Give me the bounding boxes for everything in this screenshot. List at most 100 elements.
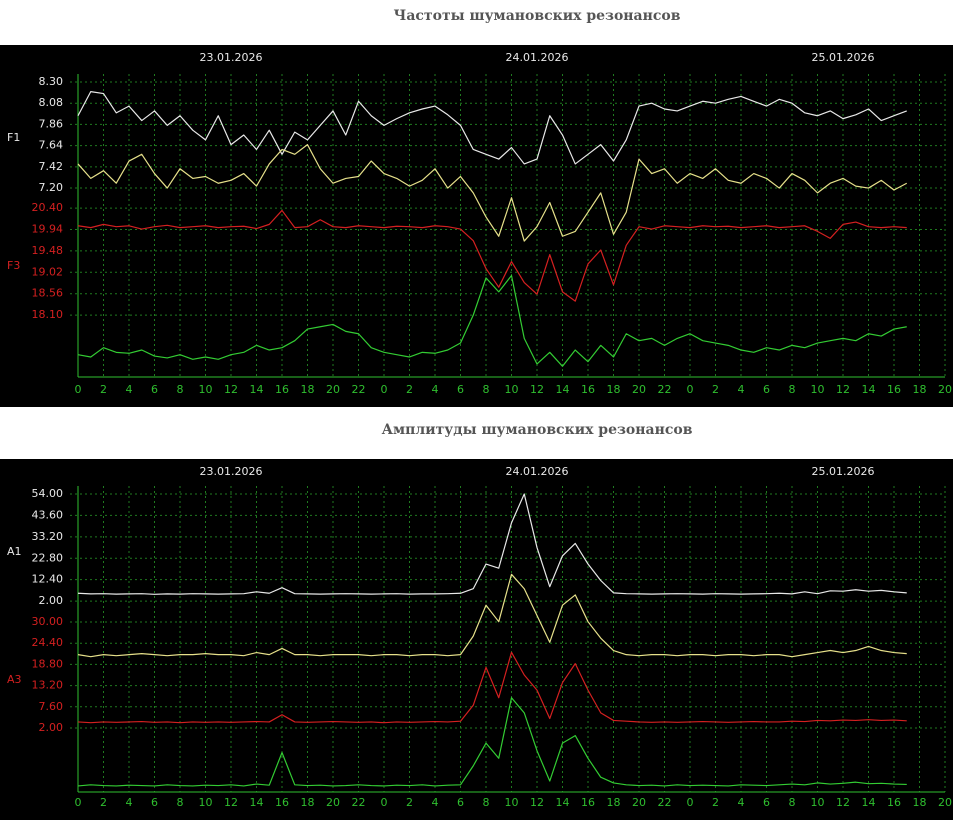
x-tick-label: 2 — [406, 796, 413, 809]
y-tick-label: 7.86 — [39, 117, 64, 130]
chart-title: Частоты шумановских резонансов — [394, 8, 681, 24]
y-tick-label: 7.60 — [39, 700, 64, 713]
x-tick-label: 22 — [658, 383, 672, 396]
chart-panel — [0, 459, 953, 820]
y-tick-label: 19.02 — [32, 265, 64, 278]
y-tick-label: 12.40 — [32, 573, 64, 586]
x-tick-label: 20 — [938, 383, 952, 396]
x-tick-label: 18 — [301, 796, 315, 809]
y-tick-label: 19.94 — [32, 223, 64, 236]
date-label: 23.01.2026 — [200, 465, 263, 478]
date-label: 23.01.2026 — [200, 51, 263, 64]
x-tick-label: 8 — [177, 383, 184, 396]
y-tick-label: 54.00 — [32, 487, 64, 500]
y-tick-label: 22.80 — [32, 551, 64, 564]
y-tick-label: 24.40 — [32, 636, 64, 649]
x-tick-label: 8 — [177, 796, 184, 809]
x-tick-label: 0 — [687, 796, 694, 809]
x-tick-label: 10 — [811, 383, 825, 396]
series-line — [77, 209, 907, 302]
x-tick-label: 14 — [862, 383, 876, 396]
x-tick-label: 2 — [712, 796, 719, 809]
series-line — [77, 697, 907, 787]
x-tick-label: 4 — [126, 383, 133, 396]
series-line — [77, 144, 908, 242]
x-tick-label: 6 — [457, 383, 464, 396]
y-tick-label: 8.08 — [39, 96, 64, 109]
x-tick-label: 18 — [607, 796, 621, 809]
y-axis-label: A3 — [7, 673, 22, 686]
x-tick-label: 20 — [326, 796, 340, 809]
x-tick-label: 20 — [632, 796, 646, 809]
x-tick-label: 4 — [126, 796, 133, 809]
x-tick-label: 10 — [199, 383, 213, 396]
x-tick-label: 22 — [352, 796, 366, 809]
y-tick-label: 7.64 — [39, 139, 64, 152]
x-tick-label: 12 — [530, 383, 544, 396]
y-tick-label: 43.60 — [32, 508, 64, 521]
y-tick-label: 8.30 — [39, 75, 64, 88]
x-tick-label: 0 — [75, 796, 82, 809]
x-tick-label: 12 — [836, 796, 850, 809]
x-tick-label: 14 — [556, 383, 570, 396]
y-tick-label: 18.80 — [32, 657, 64, 670]
x-tick-label: 6 — [151, 383, 158, 396]
x-tick-label: 18 — [607, 383, 621, 396]
x-tick-label: 2 — [100, 383, 107, 396]
x-tick-label: 14 — [250, 796, 264, 809]
x-tick-label: 20 — [326, 383, 340, 396]
y-axis-label: A1 — [7, 545, 22, 558]
x-tick-label: 16 — [581, 796, 595, 809]
x-tick-label: 20 — [632, 383, 646, 396]
y-tick-label: 20.40 — [32, 201, 64, 214]
chart-title: Амплитуды шумановских резонансов — [382, 422, 693, 438]
x-tick-label: 14 — [250, 383, 264, 396]
y-tick-label: 13.20 — [32, 679, 64, 692]
x-tick-label: 16 — [887, 383, 901, 396]
series-line — [77, 91, 907, 165]
x-tick-label: 14 — [556, 796, 570, 809]
x-tick-label: 18 — [913, 796, 927, 809]
x-tick-label: 10 — [505, 383, 519, 396]
x-tick-label: 6 — [457, 796, 464, 809]
y-tick-label: 18.56 — [32, 287, 64, 300]
x-tick-label: 0 — [381, 796, 388, 809]
x-tick-label: 0 — [687, 383, 694, 396]
chart-panel — [0, 45, 953, 407]
y-tick-label: 33.20 — [32, 530, 64, 543]
series-line — [77, 274, 907, 367]
x-tick-label: 16 — [887, 796, 901, 809]
x-tick-label: 4 — [432, 383, 439, 396]
x-tick-label: 12 — [224, 796, 238, 809]
x-tick-label: 8 — [789, 796, 796, 809]
x-tick-label: 2 — [712, 383, 719, 396]
x-tick-label: 8 — [789, 383, 796, 396]
series-line — [77, 573, 907, 658]
date-label: 25.01.2026 — [812, 51, 875, 64]
x-tick-label: 10 — [199, 796, 213, 809]
y-axis-label: F1 — [7, 131, 20, 144]
x-tick-label: 4 — [432, 796, 439, 809]
y-tick-label: 7.20 — [39, 181, 64, 194]
y-tick-label: 18.10 — [32, 308, 64, 321]
date-label: 24.01.2026 — [506, 51, 569, 64]
x-tick-label: 4 — [738, 796, 745, 809]
x-tick-label: 16 — [581, 383, 595, 396]
x-tick-label: 8 — [483, 383, 490, 396]
x-tick-label: 22 — [658, 796, 672, 809]
x-tick-label: 12 — [224, 383, 238, 396]
x-tick-label: 14 — [862, 796, 876, 809]
y-tick-label: 30.00 — [32, 615, 64, 628]
y-axis-label: F3 — [7, 259, 20, 272]
x-tick-label: 8 — [483, 796, 490, 809]
x-tick-label: 16 — [275, 383, 289, 396]
x-tick-label: 6 — [763, 796, 770, 809]
x-tick-label: 12 — [836, 383, 850, 396]
x-tick-label: 0 — [75, 383, 82, 396]
x-tick-label: 22 — [352, 383, 366, 396]
x-tick-label: 6 — [151, 796, 158, 809]
y-tick-label: 2.00 — [39, 594, 64, 607]
x-tick-label: 20 — [938, 796, 952, 809]
y-tick-label: 19.48 — [32, 244, 64, 257]
